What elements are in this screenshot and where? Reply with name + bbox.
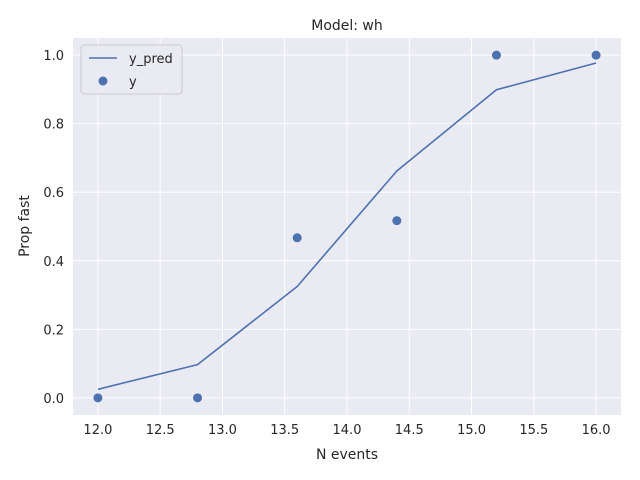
y-tick-label: 0.4	[43, 255, 64, 270]
y-axis-ticks: 0.0 0.2 0.4 0.6 0.8 1.0	[43, 49, 64, 407]
x-tick-label: 13.0	[208, 423, 237, 438]
legend-label-y-pred: y_pred	[129, 52, 173, 67]
x-axis-ticks: 12.0 12.5 13.0 13.5 14.0 14.5 15.0 15.5 16.0	[83, 423, 610, 438]
scatter-point-y	[93, 393, 103, 403]
x-tick-label: 12.5	[146, 423, 175, 438]
x-tick-label: 16.0	[582, 423, 611, 438]
series-line-y-pred	[97, 62, 597, 391]
x-tick-label: 15.0	[457, 423, 486, 438]
scatter-point-y	[591, 50, 601, 60]
y-tick-label: 0.2	[43, 323, 64, 338]
legend-label-y: y	[129, 75, 137, 90]
x-tick-label: 13.5	[270, 423, 299, 438]
x-tick-label: 12.0	[83, 423, 112, 438]
chart-title: Model: wh	[311, 18, 383, 34]
x-tick-label: 14.5	[395, 423, 424, 438]
x-tick-label: 15.5	[519, 423, 548, 438]
y-tick-label: 0.0	[43, 392, 64, 407]
scatter-point-y	[392, 216, 402, 226]
legend: y_pred y	[80, 44, 183, 95]
scatter-point-y	[292, 233, 302, 243]
legend-marker-swatch	[98, 76, 108, 86]
y-tick-label: 0.6	[43, 186, 64, 201]
y-tick-label: 0.8	[43, 118, 64, 133]
y-axis-label: Prop fast	[17, 195, 33, 257]
series-layer	[93, 50, 601, 403]
scatter-point-y	[193, 393, 203, 403]
y-tick-label: 1.0	[43, 49, 64, 64]
grid	[73, 38, 621, 415]
x-tick-label: 14.0	[333, 423, 362, 438]
scatter-point-y	[491, 50, 501, 60]
x-axis-label: N events	[316, 447, 378, 463]
